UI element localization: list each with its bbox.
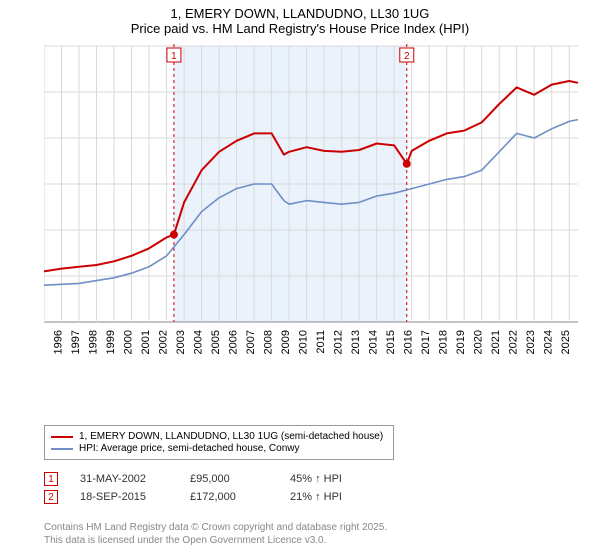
footer-line-1: Contains HM Land Registry data © Crown c…	[44, 522, 387, 535]
footer-attribution: Contains HM Land Registry data © Crown c…	[44, 522, 387, 547]
svg-text:2004: 2004	[193, 330, 205, 354]
svg-text:1998: 1998	[88, 330, 100, 354]
legend-item: 1, EMERY DOWN, LLANDUDNO, LL30 1UG (semi…	[51, 431, 387, 442]
svg-text:2010: 2010	[298, 330, 310, 354]
legend-swatch	[51, 448, 73, 450]
svg-text:1999: 1999	[105, 330, 117, 354]
transaction-row: 2 18-SEP-2015£172,00021% ↑ HPI	[44, 490, 584, 504]
svg-text:2003: 2003	[175, 330, 187, 354]
transaction-pct: 21% ↑ HPI	[290, 491, 390, 503]
transaction-date: 31-MAY-2002	[80, 473, 190, 485]
svg-text:2025: 2025	[560, 330, 572, 354]
legend-item: HPI: Average price, semi-detached house,…	[51, 443, 387, 454]
svg-text:2021: 2021	[490, 330, 502, 354]
footer-line-2: This data is licensed under the Open Gov…	[44, 535, 387, 548]
svg-text:2001: 2001	[140, 330, 152, 354]
svg-text:2000: 2000	[123, 330, 135, 354]
svg-text:2016: 2016	[403, 330, 415, 354]
svg-text:2007: 2007	[245, 330, 257, 354]
svg-text:2012: 2012	[333, 330, 345, 354]
svg-text:2008: 2008	[263, 330, 275, 354]
svg-text:2006: 2006	[228, 330, 240, 354]
line-chart: £0£50K£100K£150K£200K£250K£300K199519961…	[44, 42, 584, 372]
legend: 1, EMERY DOWN, LLANDUDNO, LL30 1UG (semi…	[44, 425, 394, 460]
svg-text:2022: 2022	[508, 330, 520, 354]
chart-plot-area: £0£50K£100K£150K£200K£250K£300K199519961…	[44, 42, 584, 372]
svg-text:2018: 2018	[438, 330, 450, 354]
svg-text:2005: 2005	[210, 330, 222, 354]
chart-title: 1, EMERY DOWN, LLANDUDNO, LL30 1UG	[0, 6, 600, 21]
svg-text:2023: 2023	[525, 330, 537, 354]
transactions-table: 1 31-MAY-2002£95,00045% ↑ HPI 2 18-SEP-2015…	[44, 468, 584, 508]
svg-text:2017: 2017	[420, 330, 432, 354]
transaction-pct: 45% ↑ HPI	[290, 473, 390, 485]
svg-text:2011: 2011	[315, 330, 327, 354]
svg-text:1997: 1997	[70, 330, 82, 354]
transaction-price: £95,000	[190, 473, 290, 485]
transaction-row: 1 31-MAY-2002£95,00045% ↑ HPI	[44, 472, 584, 486]
legend-swatch	[51, 436, 73, 438]
svg-text:2015: 2015	[385, 330, 397, 354]
svg-text:1: 1	[171, 51, 177, 62]
transaction-badge: 2	[44, 490, 58, 504]
svg-text:1995: 1995	[44, 330, 47, 354]
svg-text:2013: 2013	[350, 330, 362, 354]
chart-subtitle: Price paid vs. HM Land Registry's House …	[0, 21, 600, 36]
svg-text:2019: 2019	[455, 330, 467, 354]
svg-text:2014: 2014	[368, 330, 380, 354]
svg-text:2009: 2009	[280, 330, 292, 354]
transaction-price: £172,000	[190, 491, 290, 503]
svg-text:2020: 2020	[473, 330, 485, 354]
transaction-badge: 1	[44, 472, 58, 486]
svg-text:1996: 1996	[53, 330, 65, 354]
svg-text:2: 2	[404, 51, 410, 62]
svg-text:2024: 2024	[543, 330, 555, 354]
legend-label: 1, EMERY DOWN, LLANDUDNO, LL30 1UG (semi…	[79, 431, 383, 442]
legend-label: HPI: Average price, semi-detached house,…	[79, 443, 300, 454]
svg-text:2002: 2002	[158, 330, 170, 354]
transaction-date: 18-SEP-2015	[80, 491, 190, 503]
